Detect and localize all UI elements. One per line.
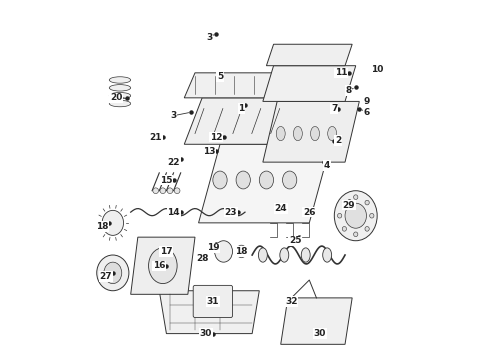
Text: 17: 17	[160, 247, 172, 256]
Circle shape	[153, 188, 159, 194]
Text: 12: 12	[210, 132, 222, 141]
Circle shape	[174, 188, 180, 194]
Text: 24: 24	[274, 204, 287, 213]
Ellipse shape	[109, 77, 131, 83]
Text: 22: 22	[167, 158, 180, 167]
Polygon shape	[263, 102, 359, 162]
Ellipse shape	[342, 200, 346, 205]
Text: 18: 18	[235, 247, 247, 256]
Ellipse shape	[97, 255, 129, 291]
Text: 29: 29	[343, 201, 355, 210]
Text: 2: 2	[335, 136, 341, 145]
Ellipse shape	[365, 200, 369, 205]
Text: 14: 14	[167, 208, 180, 217]
Ellipse shape	[354, 232, 358, 237]
Text: 6: 6	[363, 108, 369, 117]
Text: 19: 19	[207, 243, 219, 252]
Ellipse shape	[342, 226, 346, 231]
Ellipse shape	[109, 93, 131, 99]
Ellipse shape	[301, 248, 310, 262]
Circle shape	[167, 188, 173, 194]
Text: 1: 1	[238, 104, 245, 113]
Text: 3: 3	[171, 111, 177, 120]
Text: 9: 9	[363, 97, 369, 106]
Ellipse shape	[294, 126, 302, 141]
Text: 15: 15	[160, 176, 172, 185]
Text: 32: 32	[285, 297, 298, 306]
Polygon shape	[263, 66, 356, 102]
Text: 27: 27	[99, 272, 112, 281]
Text: 3: 3	[206, 33, 212, 42]
Text: 23: 23	[224, 208, 237, 217]
Text: 13: 13	[203, 147, 216, 156]
Ellipse shape	[276, 126, 285, 141]
Ellipse shape	[104, 262, 122, 284]
Polygon shape	[131, 237, 195, 294]
Ellipse shape	[345, 203, 367, 228]
Ellipse shape	[283, 171, 297, 189]
Text: 21: 21	[149, 132, 162, 141]
Text: 28: 28	[196, 254, 208, 263]
Ellipse shape	[102, 210, 123, 235]
Circle shape	[160, 188, 166, 194]
Polygon shape	[184, 73, 281, 98]
Ellipse shape	[354, 195, 358, 199]
Ellipse shape	[311, 126, 319, 141]
Polygon shape	[198, 144, 331, 223]
Text: 10: 10	[371, 65, 383, 74]
Ellipse shape	[215, 241, 232, 262]
Text: 16: 16	[153, 261, 166, 270]
Ellipse shape	[328, 126, 337, 141]
Ellipse shape	[236, 245, 247, 258]
Ellipse shape	[338, 213, 342, 218]
Ellipse shape	[109, 85, 131, 91]
Text: 30: 30	[314, 329, 326, 338]
Polygon shape	[159, 291, 259, 334]
Ellipse shape	[258, 248, 268, 262]
Text: 18: 18	[96, 222, 108, 231]
Text: 20: 20	[110, 93, 122, 102]
Text: 31: 31	[207, 297, 219, 306]
Ellipse shape	[213, 171, 227, 189]
Ellipse shape	[259, 171, 273, 189]
Polygon shape	[184, 98, 292, 144]
Ellipse shape	[280, 248, 289, 262]
FancyBboxPatch shape	[193, 285, 232, 318]
Ellipse shape	[236, 171, 250, 189]
Polygon shape	[281, 298, 352, 344]
Ellipse shape	[148, 248, 177, 284]
Text: 25: 25	[289, 236, 301, 245]
Ellipse shape	[323, 248, 332, 262]
Ellipse shape	[369, 213, 374, 218]
Text: 7: 7	[331, 104, 338, 113]
Ellipse shape	[334, 191, 377, 241]
Text: 11: 11	[335, 68, 348, 77]
Polygon shape	[267, 44, 352, 66]
Ellipse shape	[365, 226, 369, 231]
Text: 26: 26	[303, 208, 316, 217]
Text: 8: 8	[345, 86, 352, 95]
Text: 30: 30	[199, 329, 212, 338]
Text: 5: 5	[217, 72, 223, 81]
Text: 4: 4	[324, 161, 330, 170]
Ellipse shape	[109, 100, 131, 107]
